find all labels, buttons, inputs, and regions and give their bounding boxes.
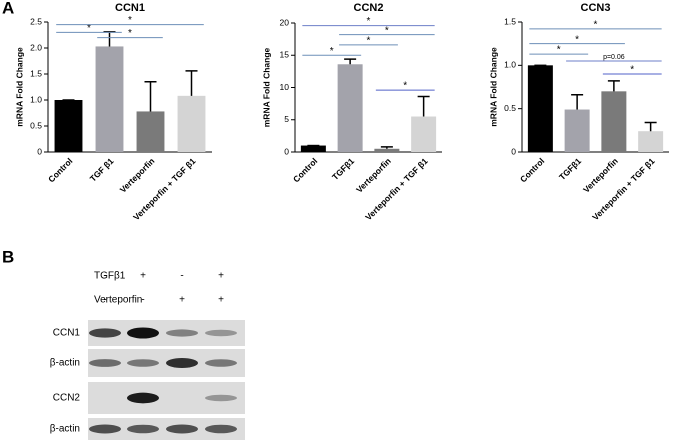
blot-band [166, 358, 198, 368]
significance-label: * [594, 20, 598, 31]
bar [411, 116, 437, 152]
y-tick-label: 0.5 [30, 120, 42, 130]
significance-label: * [367, 16, 371, 27]
y-tick-label: 0 [284, 146, 289, 156]
significance-label: p=0.06 [603, 54, 625, 61]
x-tick-label: Verteporfin [354, 156, 393, 195]
y-tick-label: 0.5 [504, 103, 516, 113]
blot-band [127, 359, 159, 367]
y-tick-label: 0 [511, 146, 516, 156]
bar [95, 46, 124, 152]
x-tick-label: Verteporfin [118, 156, 157, 195]
y-axis-label: mRNA Fold Change [14, 47, 24, 127]
bar [564, 109, 590, 152]
x-tick-label: TGFβ1 [557, 156, 583, 182]
blot-band [166, 329, 198, 337]
y-tick-label: 2.5 [30, 16, 42, 26]
condition-sign: + [218, 271, 224, 282]
error-bar [571, 94, 584, 110]
x-tick-label: Control [518, 156, 546, 184]
panel-letter: B [2, 247, 14, 266]
blot-band [127, 424, 159, 434]
x-tick-label: Verteporfin [581, 156, 620, 195]
significance-label: * [128, 15, 132, 26]
error-bar [344, 58, 357, 65]
error-bar [380, 146, 393, 149]
condition-label: TGFβ1 [94, 271, 126, 282]
blot-band [205, 424, 237, 434]
panel-letter: A [2, 0, 14, 17]
y-tick-label: 10 [280, 82, 290, 92]
significance-label: * [630, 65, 634, 76]
significance-label: * [385, 25, 389, 36]
y-tick-label: 0 [37, 146, 42, 156]
blot-band [166, 424, 198, 434]
bar [527, 65, 553, 152]
x-tick-label: Control [46, 156, 74, 184]
error-bar [607, 80, 620, 92]
blot-band [127, 392, 159, 404]
chart-title: CCN2 [354, 2, 384, 14]
error-bar [144, 81, 157, 112]
blot-row-label: β-actin [50, 424, 80, 435]
bar [136, 111, 165, 152]
y-tick-label: 20 [280, 17, 290, 27]
error-bar [185, 70, 198, 96]
x-tick-label: TGFβ1 [330, 156, 356, 182]
y-tick-label: 1.0 [30, 94, 42, 104]
condition-sign: - [103, 271, 106, 282]
condition-sign: - [103, 295, 106, 306]
condition-sign: + [179, 295, 185, 306]
x-tick-label: Verteporfin + TGF β1 [363, 156, 430, 223]
bar [601, 91, 627, 152]
chart-title: CCN1 [115, 2, 145, 14]
blot-band [89, 424, 121, 434]
blot-row-label: CCN1 [53, 328, 81, 339]
significance-label: * [87, 23, 91, 34]
condition-sign: + [140, 271, 146, 282]
y-tick-label: 2.0 [30, 42, 42, 52]
x-tick-label: Control [291, 156, 319, 184]
bar [374, 148, 400, 152]
significance-label: * [403, 81, 407, 92]
blot-band [205, 359, 237, 367]
blot-row-label: β-actin [50, 358, 80, 369]
y-axis-label: mRNA Fold Change [488, 47, 498, 127]
chart-title: CCN3 [581, 2, 611, 14]
bar [177, 95, 206, 152]
blot-band [89, 328, 121, 338]
y-tick-label: 1.5 [30, 68, 42, 78]
significance-label: * [557, 45, 561, 56]
y-tick-label: 15 [280, 50, 290, 60]
error-bar [417, 95, 430, 117]
condition-sign: - [180, 271, 183, 282]
significance-label: * [330, 46, 334, 57]
significance-label: * [367, 36, 371, 47]
condition-label: Verteporfin [94, 295, 142, 306]
blot-band [127, 327, 159, 339]
bar [300, 145, 326, 152]
blot-band [89, 359, 121, 367]
y-tick-label: 1.0 [504, 60, 516, 70]
x-tick-label: TGF β1 [88, 156, 116, 184]
condition-sign: + [218, 295, 224, 306]
blot-row-label: CCN2 [53, 393, 81, 404]
significance-label: * [575, 34, 579, 45]
y-tick-label: 5 [284, 114, 289, 124]
y-axis-label: mRNA Fold Change [261, 47, 271, 127]
bar [638, 131, 664, 152]
y-tick-label: 1.5 [504, 16, 516, 26]
bar [54, 100, 83, 152]
bar [337, 64, 363, 152]
blot-band [205, 394, 237, 402]
error-bar [644, 121, 657, 132]
error-bar [103, 31, 116, 47]
significance-label: * [128, 28, 132, 39]
condition-sign: - [141, 295, 144, 306]
blot-band [205, 329, 237, 337]
blot-membrane [88, 382, 245, 414]
x-tick-label: Verteporfin + TGF β1 [590, 156, 657, 223]
